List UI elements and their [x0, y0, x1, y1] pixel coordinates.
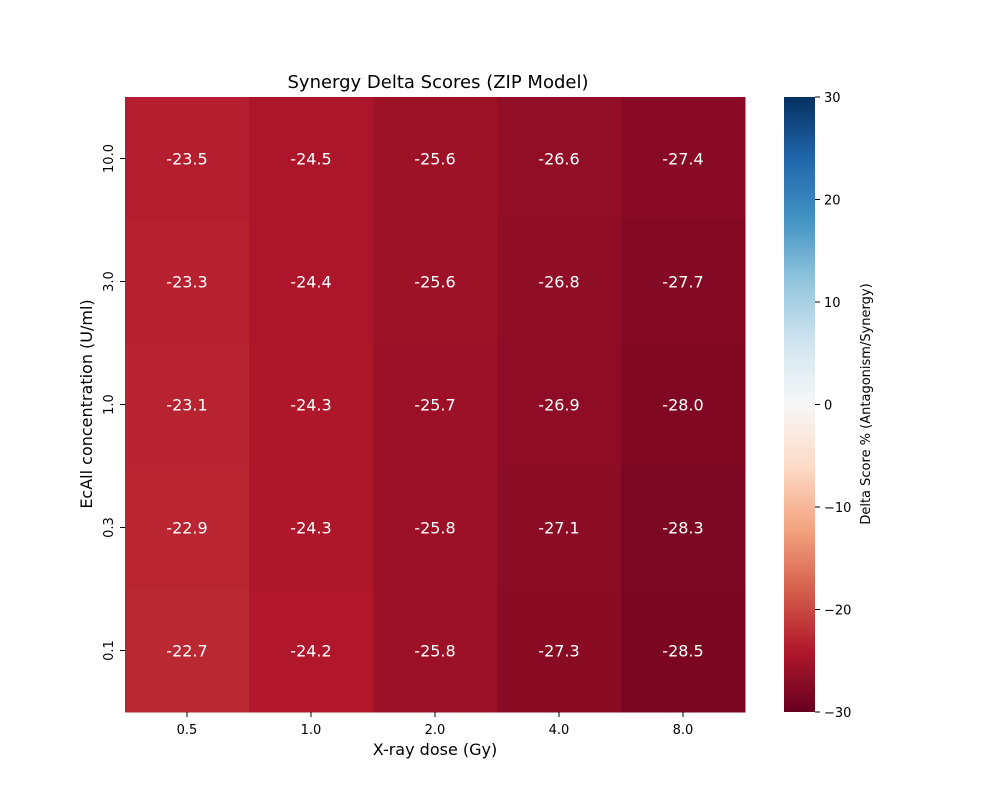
heatmap-cell: [125, 589, 250, 713]
y-axis-label: EcAll concentration (U/ml): [77, 299, 96, 508]
cell-value-label: -26.8: [538, 273, 579, 292]
cell-value-label: -28.3: [662, 519, 703, 538]
cell-value-label: -24.5: [290, 150, 331, 169]
heatmap-cell: [373, 589, 498, 713]
y-tick-label: 0.1: [102, 640, 117, 661]
heatmap-cell: [497, 97, 622, 221]
heatmap-cell: [373, 466, 498, 590]
x-tick-label: 1.0: [301, 723, 322, 738]
heatmap-cell: [497, 466, 622, 590]
colorbar-gradient: [784, 97, 815, 712]
colorbar-tick-label: −20: [824, 604, 851, 619]
heatmap-cells: -23.5 -24.5 -25.6 -26.6 -27.4 -23.3 -24.4 -25.6…: [125, 97, 746, 713]
colorbar-tick-label: −30: [824, 706, 851, 721]
cell-value-label: -22.7: [166, 642, 207, 661]
cell-value-label: -28.5: [662, 642, 703, 661]
heatmap-cell: [373, 343, 498, 467]
cell-value-label: -23.5: [166, 150, 207, 169]
heatmap-cell: [373, 97, 498, 221]
x-axis-label: X-ray dose (Gy): [373, 740, 497, 759]
colorbar-tick-label: 10: [824, 296, 841, 311]
chart-title: Synergy Delta Scores (ZIP Model): [287, 72, 588, 93]
heatmap-cell: [125, 97, 250, 221]
cell-value-label: -26.6: [538, 150, 579, 169]
cell-value-label: -27.4: [662, 150, 703, 169]
heatmap-cell: [497, 220, 622, 344]
cell-value-label: -25.8: [414, 642, 455, 661]
heatmap-cell: [125, 220, 250, 344]
heatmap-cell: [373, 220, 498, 344]
x-tick-label: 4.0: [549, 723, 570, 738]
heatmap-cell: [621, 466, 746, 590]
heatmap-cell: [497, 343, 622, 467]
heatmap-cell: [249, 97, 374, 221]
colorbar-tick-label: −10: [824, 501, 851, 516]
cell-value-label: -27.3: [538, 642, 579, 661]
heatmap-cell: [125, 466, 250, 590]
cell-value-label: -28.0: [662, 396, 703, 415]
heatmap-cell: [497, 589, 622, 713]
heatmap-cell: [249, 466, 374, 590]
x-tick-label: 2.0: [425, 723, 446, 738]
heatmap-cell: [621, 589, 746, 713]
cell-value-label: -25.7: [414, 396, 455, 415]
cell-value-label: -24.4: [290, 273, 331, 292]
cell-value-label: -25.8: [414, 519, 455, 538]
cell-value-label: -25.6: [414, 150, 455, 169]
y-tick-label: 3.0: [102, 271, 117, 292]
heatmap-cell: [621, 343, 746, 467]
cell-value-label: -26.9: [538, 396, 579, 415]
heatmap-cell: [249, 220, 374, 344]
heatmap-cell: [125, 343, 250, 467]
colorbar-ticks: 30 20 10 0 −10 −20 −30: [815, 91, 851, 721]
y-axis-ticks: 10.0 3.0 1.0 0.3 0.1: [102, 144, 125, 661]
colorbar-tick-label: 30: [824, 91, 841, 106]
x-tick-label: 0.5: [177, 723, 198, 738]
colorbar-label: Delta Score % (Antagonism/Synergy): [859, 283, 874, 524]
x-axis-ticks: 0.5 1.0 2.0 4.0 8.0: [177, 712, 694, 738]
cell-value-label: -24.2: [290, 642, 331, 661]
heatmap-cell: [249, 343, 374, 467]
cell-value-label: -27.7: [662, 273, 703, 292]
cell-value-label: -23.3: [166, 273, 207, 292]
heatmap-cell: [249, 589, 374, 713]
colorbar-tick-label: 20: [824, 194, 841, 209]
heatmap-cell: [621, 97, 746, 221]
x-tick-label: 8.0: [673, 723, 694, 738]
colorbar: 30 20 10 0 −10 −20 −30 Delta Score % (Antagoni…: [784, 91, 874, 721]
colorbar-tick-label: 0: [824, 399, 832, 414]
heatmap-cell: [621, 220, 746, 344]
y-tick-label: 0.3: [102, 517, 117, 538]
cell-value-label: -22.9: [166, 519, 207, 538]
cell-value-label: -23.1: [166, 396, 207, 415]
y-tick-label: 1.0: [102, 394, 117, 415]
cell-value-label: -24.3: [290, 519, 331, 538]
cell-value-label: -24.3: [290, 396, 331, 415]
cell-value-label: -25.6: [414, 273, 455, 292]
cell-value-label: -27.1: [538, 519, 579, 538]
y-tick-label: 10.0: [102, 144, 117, 173]
